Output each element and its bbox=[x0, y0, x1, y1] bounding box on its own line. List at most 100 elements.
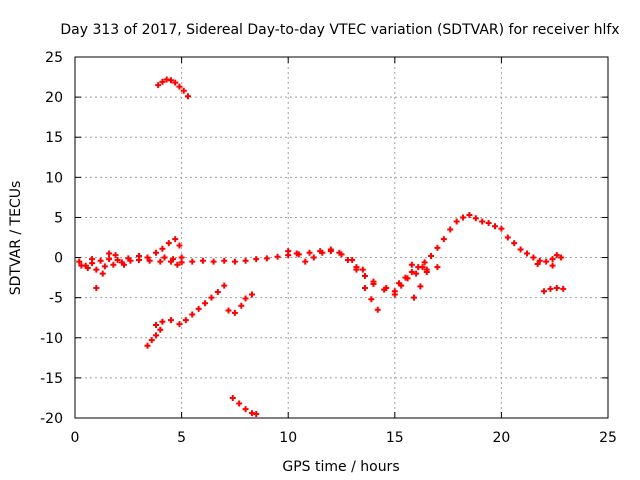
data-point bbox=[135, 252, 142, 259]
data-point bbox=[172, 79, 179, 86]
data-point bbox=[153, 249, 160, 256]
data-point bbox=[153, 321, 160, 328]
data-point bbox=[110, 261, 117, 268]
data-point bbox=[408, 268, 415, 275]
data-point bbox=[178, 254, 185, 261]
data-point bbox=[466, 212, 473, 219]
series-early-scatter bbox=[78, 250, 134, 292]
data-point bbox=[413, 270, 420, 277]
data-point bbox=[359, 266, 366, 273]
data-point bbox=[479, 218, 486, 225]
data-point bbox=[253, 256, 260, 263]
y-tick-label: 15 bbox=[45, 130, 63, 146]
y-tick-label: -20 bbox=[40, 411, 63, 427]
data-point bbox=[428, 252, 435, 259]
data-point bbox=[202, 300, 209, 307]
data-point bbox=[176, 242, 183, 249]
data-points bbox=[76, 76, 567, 417]
data-point bbox=[453, 218, 460, 225]
data-point bbox=[159, 318, 166, 325]
data-point bbox=[421, 259, 428, 266]
data-point bbox=[144, 254, 151, 261]
data-point bbox=[180, 87, 187, 94]
data-point bbox=[534, 260, 541, 267]
y-tick-labels: -20 -15 -10 -5 0 5 10 15 20 25 bbox=[40, 50, 63, 427]
data-point bbox=[78, 262, 85, 269]
data-point bbox=[210, 258, 217, 265]
chart-title: Day 313 of 2017, Sidereal Day-to-day VTE… bbox=[60, 22, 619, 38]
x-tick-labels: 0 5 10 15 20 25 bbox=[71, 430, 617, 446]
y-tick-label: -10 bbox=[40, 331, 63, 347]
data-point bbox=[242, 295, 249, 302]
data-point bbox=[391, 291, 398, 298]
data-point bbox=[76, 258, 83, 265]
data-point bbox=[221, 257, 228, 264]
data-point bbox=[547, 285, 554, 292]
data-point bbox=[167, 77, 174, 84]
series-hump-5h bbox=[135, 236, 185, 268]
data-point bbox=[114, 256, 121, 263]
grid bbox=[75, 57, 608, 418]
data-point bbox=[253, 410, 260, 417]
data-point bbox=[541, 288, 548, 295]
data-point bbox=[208, 294, 215, 301]
data-point bbox=[536, 257, 543, 264]
data-point bbox=[106, 256, 113, 263]
series-late-evening bbox=[511, 240, 565, 269]
y-tick-label: 0 bbox=[54, 251, 63, 267]
data-point bbox=[172, 236, 179, 243]
data-point bbox=[161, 254, 168, 261]
data-point bbox=[112, 252, 119, 259]
data-point bbox=[101, 263, 108, 270]
data-point bbox=[517, 246, 524, 253]
data-point bbox=[99, 270, 106, 277]
data-point bbox=[189, 311, 196, 318]
data-point bbox=[383, 285, 390, 292]
data-point bbox=[361, 273, 368, 280]
data-point bbox=[306, 249, 313, 256]
data-point bbox=[93, 285, 100, 292]
data-point bbox=[195, 305, 202, 312]
data-point bbox=[310, 254, 317, 261]
data-point bbox=[106, 250, 113, 257]
series-top-arc bbox=[155, 76, 191, 100]
data-point bbox=[472, 215, 479, 222]
data-point bbox=[434, 264, 441, 271]
data-point bbox=[165, 240, 172, 247]
series-rise-evening bbox=[396, 212, 511, 301]
data-point bbox=[231, 309, 238, 316]
data-point bbox=[148, 337, 155, 344]
data-point bbox=[214, 289, 221, 296]
x-tick-label: 0 bbox=[71, 430, 80, 446]
data-point bbox=[231, 258, 238, 265]
data-point bbox=[293, 250, 300, 257]
data-point bbox=[189, 258, 196, 265]
y-tick-label: -5 bbox=[49, 291, 63, 307]
data-point bbox=[153, 332, 160, 339]
data-point bbox=[511, 240, 518, 247]
data-point bbox=[302, 258, 309, 265]
data-point bbox=[121, 261, 128, 268]
data-point bbox=[553, 285, 560, 292]
y-tick-label: 20 bbox=[45, 90, 63, 106]
data-point bbox=[199, 257, 206, 264]
data-point bbox=[319, 249, 326, 256]
plot-frame bbox=[74, 56, 609, 419]
series-late-low bbox=[541, 285, 567, 295]
data-point bbox=[242, 257, 249, 264]
x-axis-label: GPS time / hours bbox=[282, 459, 399, 475]
series-main-baseline bbox=[76, 248, 398, 295]
x-tick-label: 25 bbox=[599, 430, 617, 446]
series-mid-scatter bbox=[285, 246, 441, 313]
data-point bbox=[402, 274, 409, 281]
data-point bbox=[238, 302, 245, 309]
data-point bbox=[549, 256, 556, 263]
data-point bbox=[93, 266, 100, 273]
data-point bbox=[336, 249, 343, 256]
data-point bbox=[127, 257, 134, 264]
data-point bbox=[176, 83, 183, 90]
data-point bbox=[89, 256, 96, 263]
data-point bbox=[530, 254, 537, 261]
data-point bbox=[84, 264, 91, 271]
